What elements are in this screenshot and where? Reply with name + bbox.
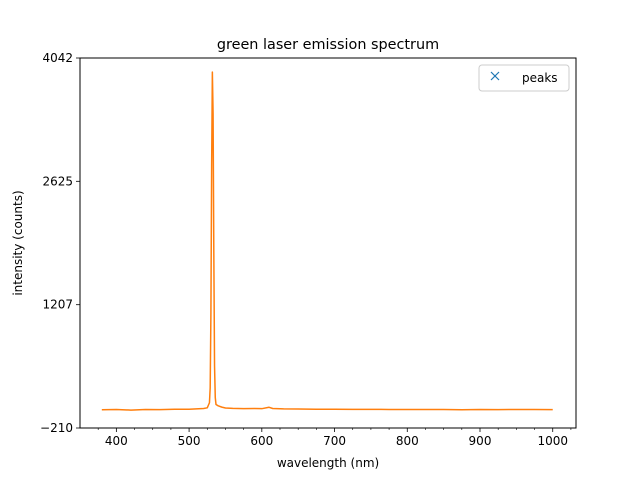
y-tick-label: 4042 bbox=[42, 51, 73, 65]
y-axis-label: intensity (counts) bbox=[11, 190, 25, 295]
y-tick-label: 1207 bbox=[42, 298, 73, 312]
x-tick-label: 1000 bbox=[537, 434, 568, 448]
legend: peaks bbox=[478, 64, 570, 92]
plot-frame bbox=[80, 58, 576, 428]
legend-x-marker-icon bbox=[490, 71, 500, 81]
x-tick-label: 500 bbox=[178, 434, 201, 448]
y-axis: −210 1207 2625 4042 bbox=[40, 51, 80, 435]
line-layer bbox=[101, 71, 553, 411]
legend-x-stroke bbox=[490, 71, 500, 81]
y-tick-label: −210 bbox=[40, 421, 73, 435]
x-axis: 400 500 600 700 800 900 1000 bbox=[105, 428, 568, 448]
x-tick-label: 600 bbox=[250, 434, 273, 448]
plot-border bbox=[79, 57, 577, 429]
series-line-0 bbox=[101, 71, 553, 411]
x-tick-label: 700 bbox=[323, 434, 346, 448]
x-tick-label: 800 bbox=[396, 434, 419, 448]
x-axis-label: wavelength (nm) bbox=[277, 456, 379, 470]
chart-title: green laser emission spectrum bbox=[217, 37, 439, 53]
y-tick-label: 2625 bbox=[42, 174, 73, 188]
legend-label-peaks: peaks bbox=[522, 71, 558, 85]
x-tick-label: 400 bbox=[105, 434, 128, 448]
x-tick-label: 900 bbox=[469, 434, 492, 448]
x-minor-ticks bbox=[97, 428, 572, 430]
legend-box bbox=[478, 64, 570, 92]
